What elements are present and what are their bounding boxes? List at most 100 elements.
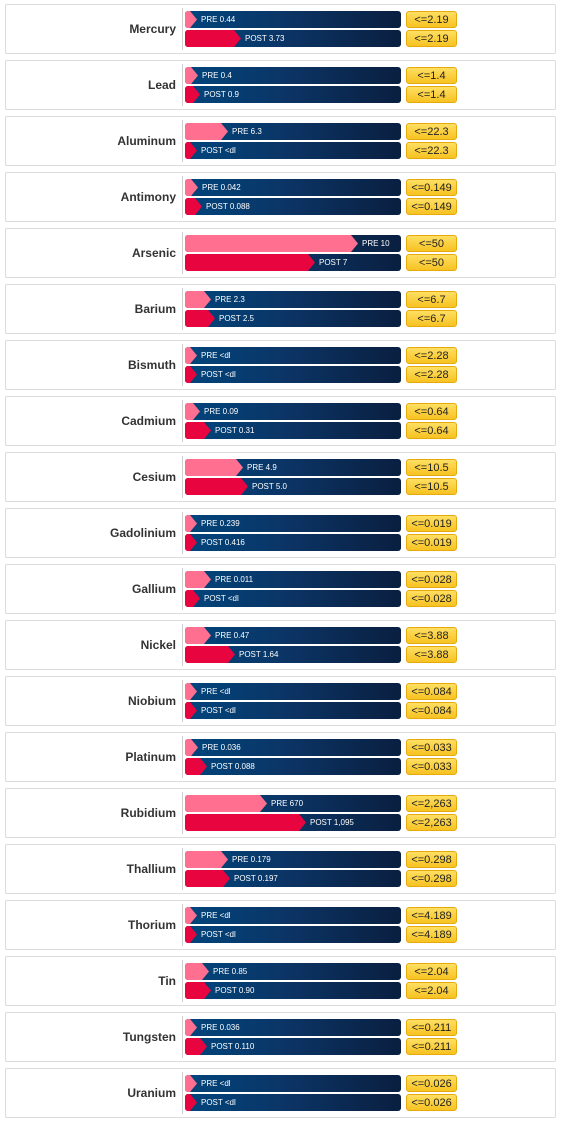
post-bar-fill (185, 702, 197, 719)
reference-limit-badge: <=0.026 (406, 1075, 457, 1092)
reference-limit-badge: <=6.7 (406, 291, 457, 308)
element-name: Niobium (128, 694, 176, 708)
pre-value-label: PRE <dl (201, 911, 231, 920)
reference-limit-badge: <=10.5 (406, 459, 457, 476)
row-divider (182, 1016, 183, 1058)
element-name: Bismuth (128, 358, 176, 372)
pre-value-label: PRE 0.239 (201, 519, 240, 528)
pre-value-label: PRE 670 (271, 799, 304, 808)
post-value-label: POST 3.73 (245, 34, 285, 43)
row-divider (182, 1072, 183, 1114)
row-divider (182, 8, 183, 50)
reference-limit-badge: <=2.19 (406, 30, 457, 47)
element-name: Thorium (128, 918, 176, 932)
pre-value-label: PRE 0.44 (201, 15, 236, 24)
pre-bar-fill (185, 403, 200, 420)
post-bar-track: POST 1.64 (185, 646, 401, 663)
row-divider (182, 176, 183, 218)
pre-bar-track: PRE 2.3 (185, 291, 401, 308)
reference-limit-badge: <=0.211 (406, 1019, 457, 1036)
post-bar-track: POST <dl (185, 366, 401, 383)
pre-bar-track: PRE 0.239 (185, 515, 401, 532)
post-value-label: POST 0.9 (204, 90, 239, 99)
reference-limit-badge: <=0.64 (406, 403, 457, 420)
row-divider (182, 288, 183, 330)
reference-limit-badge: <=0.019 (406, 534, 457, 551)
pre-bar-track: PRE <dl (185, 347, 401, 364)
post-bar-track: POST 0.088 (185, 198, 401, 215)
pre-bar-fill (185, 683, 197, 700)
post-value-label: POST 5.0 (252, 482, 287, 491)
pre-bar-fill (185, 291, 211, 308)
reference-limit-badge: <=2.04 (406, 963, 457, 980)
post-bar-fill (185, 366, 197, 383)
pre-value-label: PRE 0.042 (202, 183, 241, 192)
chart-row-uranium: Uranium PRE <dl <=0.026 POST <dl <=0.026 (5, 1068, 556, 1118)
post-value-label: POST 1.64 (239, 650, 279, 659)
post-bar-track: POST <dl (185, 702, 401, 719)
reference-limit-badge: <=6.7 (406, 310, 457, 327)
pre-bar-fill (185, 235, 358, 252)
chart-row-niobium: Niobium PRE <dl <=0.084 POST <dl <=0.084 (5, 676, 556, 726)
chart-row-cadmium: Cadmium PRE 0.09 <=0.64 POST 0.31 <=0.64 (5, 396, 556, 446)
post-bar-fill (185, 534, 197, 551)
pre-bar-fill (185, 571, 211, 588)
element-name: Nickel (140, 638, 176, 652)
post-value-label: POST <dl (201, 1098, 236, 1107)
reference-limit-badge: <=0.298 (406, 870, 457, 887)
element-name: Gallium (131, 582, 176, 596)
chart-row-tungsten: Tungsten PRE 0.036 <=0.211 POST 0.110 <=0.21… (5, 1012, 556, 1062)
element-name: Tin (158, 974, 176, 988)
row-divider (182, 568, 183, 610)
reference-limit-badge: <=1.4 (406, 67, 457, 84)
post-bar-track: POST 7 (185, 254, 401, 271)
post-bar-fill (185, 142, 197, 159)
reference-limit-badge: <=0.211 (406, 1038, 457, 1055)
reference-limit-badge: <=0.084 (406, 683, 457, 700)
post-bar-track: POST 5.0 (185, 478, 401, 495)
reference-limit-badge: <=1.4 (406, 86, 457, 103)
pre-value-label: PRE 4.9 (247, 463, 277, 472)
reference-limit-badge: <=50 (406, 235, 457, 252)
pre-bar-fill (185, 795, 267, 812)
reference-limit-badge: <=2.04 (406, 982, 457, 999)
pre-value-label: PRE <dl (201, 687, 231, 696)
post-bar-fill (185, 30, 241, 47)
pre-bar-track: PRE 6.3 (185, 123, 401, 140)
pre-bar-fill (185, 67, 198, 84)
pre-bar-track: PRE 0.011 (185, 571, 401, 588)
chart-row-thallium: Thallium PRE 0.179 <=0.298 POST 0.197 <=0.29… (5, 844, 556, 894)
post-bar-fill (185, 1038, 207, 1055)
post-value-label: POST <dl (201, 370, 236, 379)
pre-bar-track: PRE 0.85 (185, 963, 401, 980)
post-value-label: POST 1,095 (310, 818, 354, 827)
post-value-label: POST <dl (201, 930, 236, 939)
row-divider (182, 848, 183, 890)
post-bar-track: POST <dl (185, 142, 401, 159)
row-divider (182, 624, 183, 666)
post-bar-fill (185, 254, 315, 271)
reference-limit-badge: <=0.028 (406, 571, 457, 588)
post-bar-track: POST 0.110 (185, 1038, 401, 1055)
pre-bar-track: PRE <dl (185, 1075, 401, 1092)
post-value-label: POST <dl (204, 594, 239, 603)
pre-value-label: PRE 2.3 (215, 295, 245, 304)
pre-value-label: PRE <dl (201, 351, 231, 360)
pre-bar-fill (185, 1019, 197, 1036)
post-bar-fill (185, 310, 215, 327)
pre-value-label: PRE 0.47 (215, 631, 250, 640)
post-bar-track: POST 0.197 (185, 870, 401, 887)
row-divider (182, 960, 183, 1002)
element-name: Uranium (127, 1086, 176, 1100)
row-divider (182, 120, 183, 162)
element-name: Aluminum (117, 134, 176, 148)
pre-bar-fill (185, 515, 197, 532)
pre-bar-fill (185, 347, 197, 364)
post-bar-fill (185, 982, 211, 999)
row-divider (182, 64, 183, 106)
reference-limit-badge: <=0.298 (406, 851, 457, 868)
chart-row-gallium: Gallium PRE 0.011 <=0.028 POST <dl <=0.028 (5, 564, 556, 614)
pre-value-label: PRE <dl (201, 1079, 231, 1088)
reference-limit-badge: <=2.28 (406, 347, 457, 364)
pre-bar-track: PRE 4.9 (185, 459, 401, 476)
